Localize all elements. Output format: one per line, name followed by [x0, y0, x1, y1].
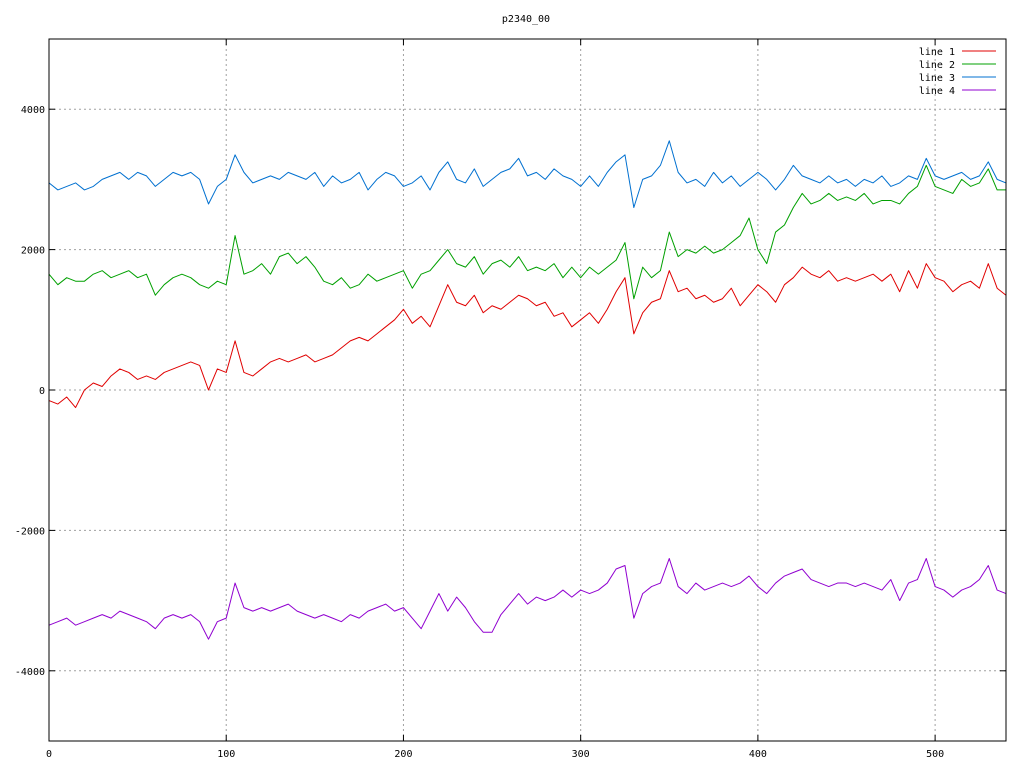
- x-tick-label: 400: [749, 749, 767, 760]
- y-tick-label: 2000: [21, 246, 45, 257]
- y-tick-label: 4000: [21, 105, 45, 116]
- x-tick-label: 0: [46, 749, 52, 760]
- grid-lines: [49, 39, 1006, 741]
- chart-title: p2340_00: [502, 14, 550, 25]
- series-line: [48, 140, 1007, 208]
- series-line: [48, 164, 1006, 300]
- series-lines: [48, 140, 1007, 640]
- legend-label: line 4: [919, 86, 955, 97]
- x-tick-label: 100: [217, 749, 235, 760]
- series-line: [48, 557, 1007, 640]
- legend-label: line 2: [919, 60, 955, 71]
- x-tick-label: 200: [394, 749, 412, 760]
- legend: line 1 line 2 line 3 line 4: [919, 47, 996, 97]
- y-tick-label: 0: [39, 386, 45, 397]
- y-tick-label: -2000: [15, 526, 45, 537]
- legend-label: line 1: [919, 47, 955, 58]
- legend-label: line 3: [919, 73, 955, 84]
- x-tick-label: 500: [926, 749, 944, 760]
- series-line: [48, 263, 1007, 409]
- axis-ticks: 0 100 200 300 400 500 -4000 -2000 0 2000 4000: [15, 39, 1006, 760]
- y-tick-label: -4000: [15, 667, 45, 678]
- x-tick-label: 300: [572, 749, 590, 760]
